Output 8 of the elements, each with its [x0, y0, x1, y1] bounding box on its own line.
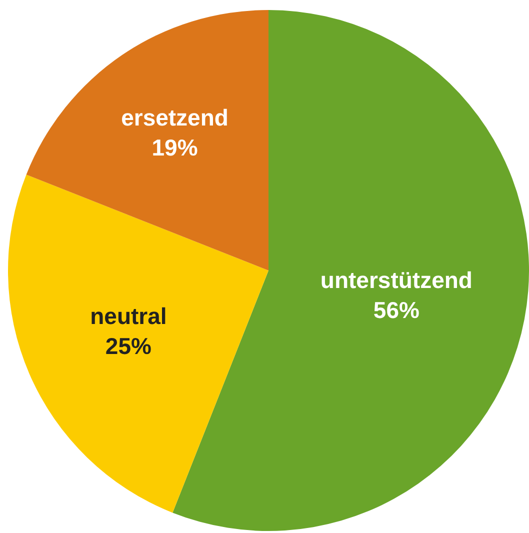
pie-slice: [8, 174, 268, 513]
slice-label: unterstützend: [320, 266, 472, 293]
slice-label: neutral: [90, 303, 167, 330]
data-label: 56%: [373, 296, 420, 323]
slice-label: ersetzend: [121, 104, 228, 131]
pie-slice: [26, 10, 268, 270]
data-label: 25%: [105, 333, 152, 360]
data-label: 19%: [152, 134, 198, 161]
